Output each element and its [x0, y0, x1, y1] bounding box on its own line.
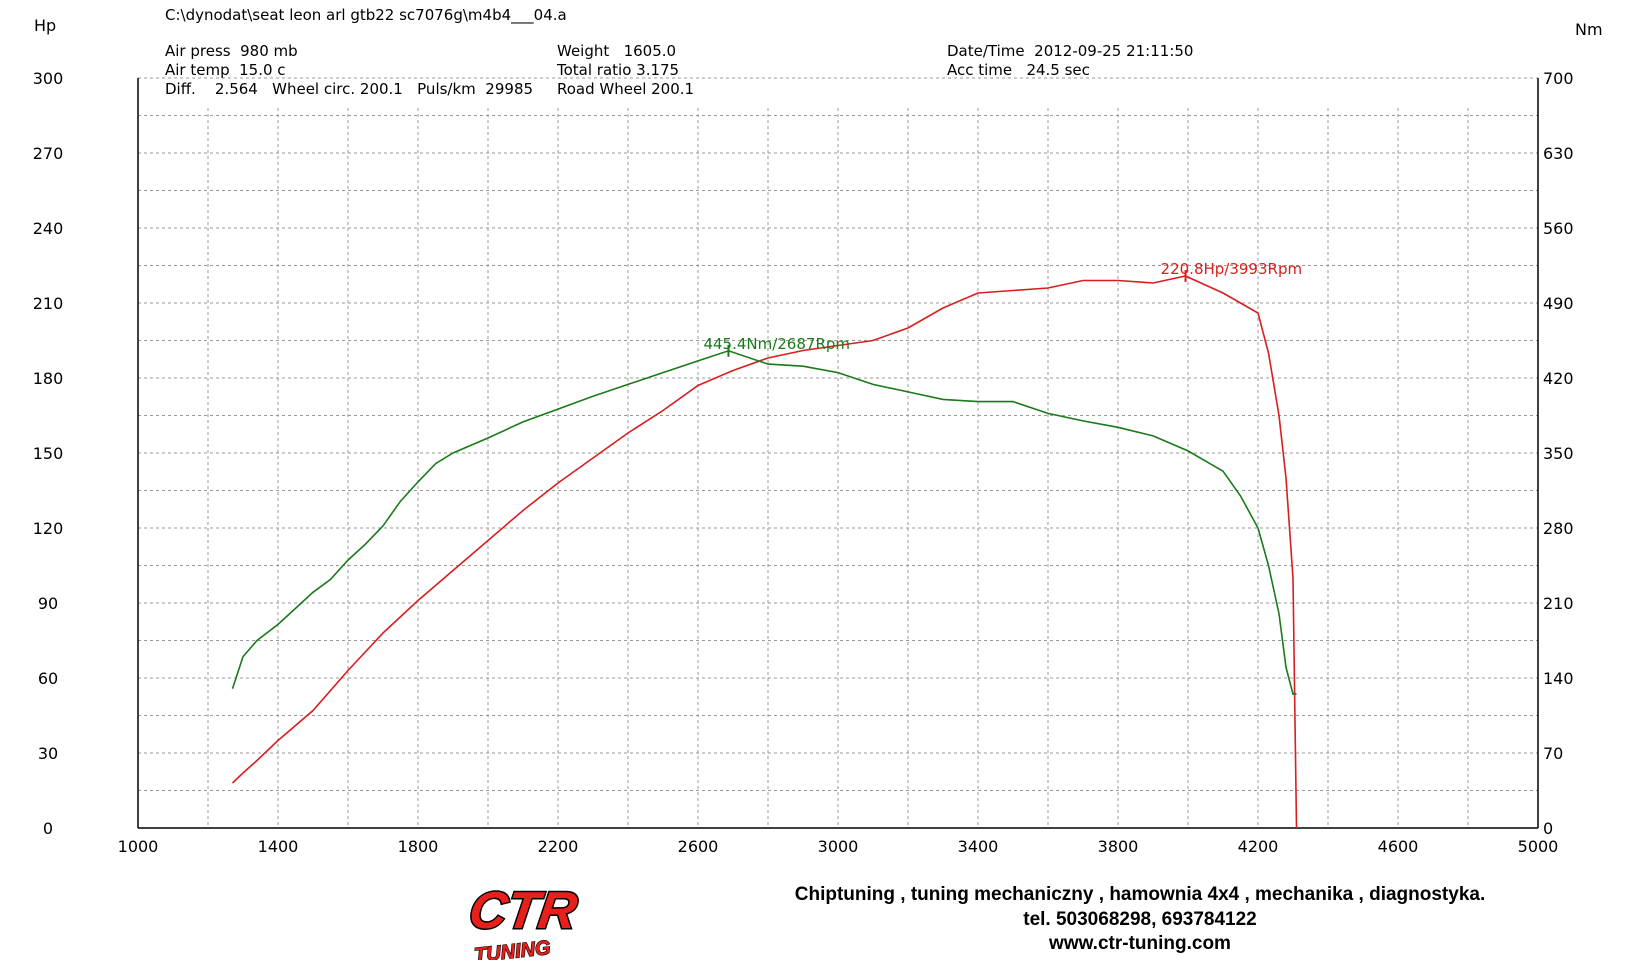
chart-annotations: 220.8Hp/3993Rpm 445.4Nm/2687Rpm	[703, 260, 1302, 357]
air-temp: Air temp 15.0 c	[165, 61, 286, 79]
footer-services: Chiptuning , tuning mechaniczny , hamown…	[794, 884, 1486, 905]
x-tick-label: 5000	[1518, 837, 1559, 856]
y-left-tick-label: 30	[38, 744, 58, 763]
y-left-tick-label: 270	[33, 144, 64, 163]
y-right-tick-label: 280	[1543, 519, 1574, 538]
footer-website[interactable]: www.ctr-tuning.com	[1049, 933, 1231, 954]
x-tick-label: 3800	[1098, 837, 1139, 856]
series-line-torque	[231, 349, 1297, 695]
y-left-tick-label: 90	[38, 594, 58, 613]
y-right-axis-ticks: 0 70 140 210 280 350 420 490 560 630 700	[1543, 69, 1574, 838]
x-tick-label: 1400	[258, 837, 299, 856]
peak-label-power: 220.8Hp/3993Rpm	[1161, 260, 1303, 278]
chart-series	[231, 275, 1298, 829]
logo-ctr: CTR	[470, 882, 581, 940]
acc-time: Acc time 24.5 sec	[947, 61, 1090, 79]
y-left-tick-label: 240	[33, 219, 64, 238]
y-left-tick-label: 210	[33, 294, 64, 313]
y-left-tick-label: 120	[33, 519, 64, 538]
date-time: Date/Time 2012-09-25 21:11:50	[947, 42, 1194, 60]
ctr-tuning-logo: CTR TUNING	[470, 881, 582, 960]
y-right-tick-label: 140	[1543, 669, 1574, 688]
y-right-tick-label: 700	[1543, 69, 1574, 88]
series-line-power	[231, 275, 1298, 829]
left-axis-unit: Hp	[34, 16, 57, 35]
y-right-tick-label: 0	[1543, 819, 1553, 838]
logo-tuning: TUNING	[473, 937, 552, 960]
chart-axes	[137, 78, 1539, 829]
x-tick-label: 3000	[818, 837, 859, 856]
total-ratio: Total ratio 3.175	[557, 61, 680, 79]
y-left-tick-label: 60	[38, 669, 58, 688]
x-tick-label: 1000	[118, 837, 159, 856]
x-axis-ticks: 1000 1400 1800 2200 2600 3000 3400 3800 4200 4600…	[118, 837, 1559, 856]
peak-label-torque: 445.4Nm/2687Rpm	[703, 335, 850, 353]
chart-grid	[138, 77, 1539, 828]
footer-phone: tel. 503068298, 693784122	[1023, 909, 1257, 930]
road-wheel: Road Wheel 200.1	[557, 80, 695, 98]
air-press: Air press 980 mb	[165, 42, 298, 60]
y-left-tick-label: 180	[33, 369, 64, 388]
y-left-tick-label: 150	[33, 444, 64, 463]
weight: Weight 1605.0	[557, 42, 677, 60]
y-left-tick-label: 0	[43, 819, 53, 838]
y-right-tick-label: 350	[1543, 444, 1574, 463]
x-tick-label: 4200	[1238, 837, 1279, 856]
y-right-tick-label: 490	[1543, 294, 1574, 313]
y-left-axis-ticks: 0 30 60 90 120 150 180 210 240 270 300	[33, 69, 64, 838]
y-right-tick-label: 420	[1543, 369, 1574, 388]
x-tick-label: 2600	[678, 837, 719, 856]
y-right-tick-label: 210	[1543, 594, 1574, 613]
diff-info: Diff. 2.564 Wheel circ. 200.1 Puls/km 29…	[165, 80, 534, 98]
x-tick-label: 3400	[958, 837, 999, 856]
file-path: C:\dynodat\seat leon arl gtb22 sc7076g\m…	[165, 6, 567, 24]
x-tick-label: 1800	[398, 837, 439, 856]
y-right-tick-label: 560	[1543, 219, 1574, 238]
right-axis-unit: Nm	[1575, 20, 1603, 39]
x-tick-label: 4600	[1378, 837, 1419, 856]
y-left-tick-label: 300	[33, 69, 64, 88]
y-right-tick-label: 70	[1543, 744, 1563, 763]
y-right-tick-label: 630	[1543, 144, 1574, 163]
x-tick-label: 2200	[538, 837, 579, 856]
